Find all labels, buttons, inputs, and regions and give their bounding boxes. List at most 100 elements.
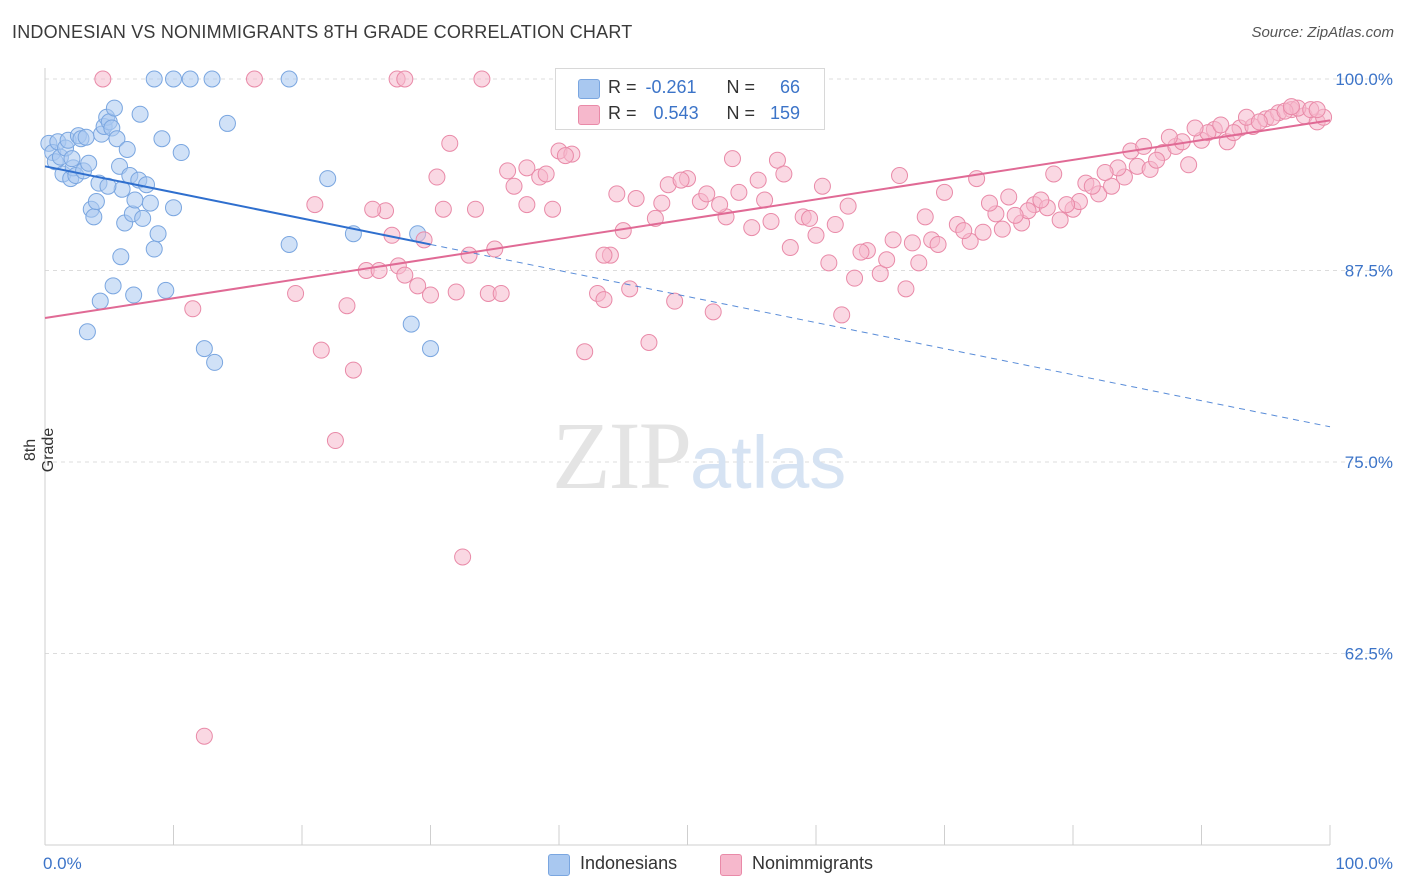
nonimmigrants-point — [1250, 113, 1268, 131]
nonimmigrants-point — [1083, 177, 1101, 195]
indonesians-point — [195, 340, 213, 358]
indonesians-point — [141, 194, 159, 212]
n-value: 159 — [770, 103, 801, 123]
indonesians-point — [165, 199, 182, 217]
nonimmigrants-point — [396, 70, 414, 88]
nonimmigrants-point — [608, 185, 626, 203]
nonimmigrants-point — [640, 334, 658, 352]
nonimmigrants-point — [94, 70, 112, 88]
legend-stats-nonimmigrants: R = 0.543 N = 159 — [608, 103, 800, 124]
trend-lines — [44, 119, 1331, 428]
nonimmigrants-point — [936, 183, 953, 201]
nonimmigrants-point — [781, 239, 799, 257]
indonesians-point — [280, 235, 298, 253]
indonesians-trend-extension — [430, 243, 1331, 428]
source-label: Source: ZipAtlas.com — [1251, 24, 1394, 41]
nonimmigrants-point — [993, 220, 1011, 238]
nonimmigrants-point — [447, 283, 465, 301]
indonesians-point — [126, 191, 144, 209]
nonimmigrants-point — [245, 70, 263, 88]
nonimmigrants-point — [1212, 116, 1230, 134]
nonimmigrants-point — [903, 234, 921, 252]
r-value: 0.543 — [653, 103, 699, 123]
nonimmigrants-point — [1032, 191, 1050, 209]
nonimmigrants-point — [878, 251, 896, 269]
indonesians-point — [77, 128, 95, 146]
y-axis-label: 8th Grade — [22, 427, 57, 473]
nonimmigrants-point — [326, 432, 344, 450]
watermark-atlas: atlas — [690, 421, 847, 504]
y-tick-label: 87.5% — [1345, 262, 1393, 281]
indonesians-point — [181, 70, 199, 88]
nonimmigrants-point — [884, 231, 902, 249]
nonimmigrants-point — [672, 171, 690, 189]
nonimmigrants-point — [820, 254, 838, 272]
nonimmigrants-point — [839, 197, 857, 215]
nonimmigrants-point — [698, 185, 716, 203]
nonimmigrants-point — [1282, 98, 1300, 116]
indonesians-point — [172, 144, 190, 162]
nonimmigrants-point — [897, 280, 915, 298]
nonimmigrants-point — [409, 277, 427, 295]
nonimmigrants-point — [518, 196, 536, 214]
indonesians-point — [145, 70, 163, 88]
bottom-label-indonesians: Indonesians — [580, 853, 678, 873]
y-tick-label: 75.0% — [1345, 453, 1393, 472]
nonimmigrants-point — [1096, 163, 1114, 181]
nonimmigrants-point — [460, 246, 478, 264]
nonimmigrants-point — [422, 286, 439, 304]
watermark: ZIPatlas — [552, 400, 846, 511]
nonimmigrants-point — [312, 341, 330, 359]
nonimmigrants-point — [871, 265, 889, 283]
nonimmigrants-point — [929, 235, 947, 253]
nonimmigrants-point — [1135, 137, 1153, 155]
nonimmigrants-point — [1006, 206, 1024, 224]
nonimmigrants-point — [891, 167, 909, 185]
nonimmigrants-point — [344, 361, 362, 379]
nonimmigrants-point — [980, 194, 998, 212]
nonimmigrants-point — [184, 300, 202, 318]
indonesians-point — [206, 353, 224, 371]
nonimmigrants-point — [364, 200, 382, 218]
nonimmigrants-point — [306, 196, 324, 214]
nonimmigrants-point — [1103, 177, 1121, 195]
r-label: R = — [608, 77, 637, 97]
indonesians-point — [138, 176, 156, 194]
legend-stats-indonesians: R = -0.261 N = 66 — [608, 77, 800, 98]
nonimmigrants-point — [852, 243, 870, 261]
n-label: N = — [726, 103, 756, 123]
nonimmigrants-point — [826, 216, 844, 234]
indonesians-point — [104, 277, 122, 295]
indonesians-point — [402, 315, 420, 333]
data-points — [40, 70, 1333, 745]
nonimmigrants-point — [428, 168, 446, 186]
indonesians-point — [149, 225, 167, 243]
indonesians-point — [319, 170, 337, 188]
nonimmigrants-point — [730, 183, 748, 201]
x-tick-label: 100.0% — [1335, 854, 1393, 873]
nonimmigrants-point — [1000, 188, 1018, 206]
legend-swatch-nonimmigrants — [578, 105, 600, 125]
nonimmigrants-point — [910, 254, 928, 272]
n-value: 66 — [780, 77, 801, 97]
nonimmigrants-point — [576, 343, 594, 361]
nonimmigrants-point — [711, 196, 729, 214]
nonimmigrants-point — [434, 200, 452, 218]
indonesians-point — [105, 99, 123, 117]
indonesians-point — [203, 70, 221, 88]
nonimmigrants-point — [473, 70, 491, 88]
indonesians-point — [134, 209, 152, 227]
nonimmigrants-point — [441, 134, 459, 152]
nonimmigrants-point — [287, 284, 305, 302]
indonesians-point — [145, 240, 163, 258]
chart-title: INDONESIAN VS NONIMMIGRANTS 8TH GRADE CO… — [12, 22, 633, 42]
nonimmigrants-point — [704, 303, 722, 321]
watermark-zip: ZIP — [552, 402, 692, 509]
nonimmigrants-point — [1058, 196, 1076, 214]
n-label: N = — [726, 77, 756, 97]
indonesians-point — [165, 70, 182, 88]
nonimmigrants-point — [775, 165, 793, 183]
nonimmigrants-point — [833, 306, 851, 324]
nonimmigrants-point — [743, 219, 761, 237]
